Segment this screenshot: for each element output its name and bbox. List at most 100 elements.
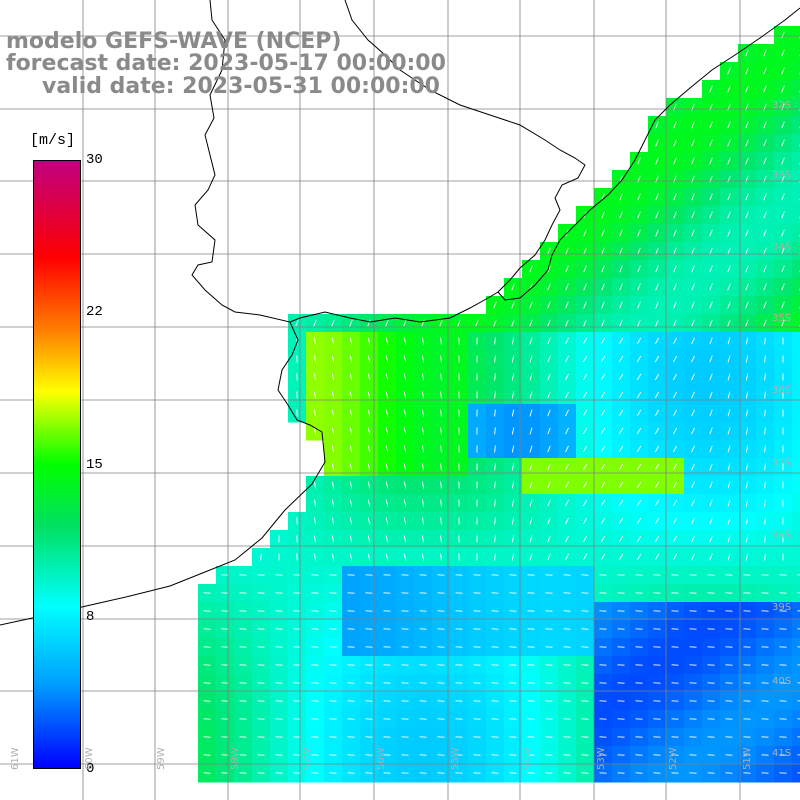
wind-arrow — [385, 337, 389, 345]
wind-cell — [792, 530, 800, 549]
wind-cell — [792, 206, 800, 225]
wind-arrow — [583, 229, 587, 237]
wind-arrow — [709, 283, 713, 291]
wind-arrow — [511, 409, 515, 417]
lat-label: 34S — [772, 242, 792, 253]
wind-arrow — [655, 139, 659, 147]
wind-arrow — [672, 553, 678, 561]
lon-label: 53W — [596, 747, 607, 770]
wind-arrow — [260, 553, 262, 561]
wind-arrow — [367, 373, 371, 381]
wind-arrow — [440, 445, 442, 453]
wind-arrow — [709, 265, 713, 273]
wind-arrow — [673, 157, 677, 165]
wind-arrow — [709, 463, 713, 471]
wind-arrow — [493, 301, 497, 309]
wind-arrow — [331, 499, 335, 507]
wind-arrow — [618, 499, 624, 507]
wind-arrow — [494, 553, 496, 561]
wind-cell — [792, 260, 800, 279]
wind-arrow — [403, 319, 407, 327]
wind-arrow — [511, 481, 515, 489]
wind-arrow — [673, 283, 677, 291]
wind-arrow — [727, 193, 731, 201]
wind-arrow — [637, 157, 641, 165]
wind-arrow — [727, 229, 731, 237]
wind-arrow — [385, 427, 389, 435]
wind-arrow — [763, 319, 767, 327]
wind-arrow — [421, 535, 425, 543]
wind-arrow — [349, 373, 353, 381]
wind-arrow — [314, 409, 316, 417]
wind-arrow — [727, 211, 731, 219]
wind-arrow — [331, 427, 335, 435]
wind-arrow — [403, 427, 407, 435]
lat-label: 41S — [772, 748, 792, 759]
wind-arrow — [655, 229, 659, 237]
wind-arrow — [385, 535, 389, 543]
wind-arrow — [583, 247, 587, 255]
wind-arrow — [691, 355, 695, 363]
wind-arrow — [582, 355, 588, 363]
wind-arrow — [511, 355, 515, 363]
wind-arrow — [349, 481, 353, 489]
wind-arrow — [654, 355, 660, 363]
wind-arrow — [727, 337, 731, 345]
wind-arrow — [440, 373, 442, 381]
wind-arrow — [691, 193, 695, 201]
wind-arrow — [619, 229, 623, 237]
title-model: modelo GEFS-WAVE (NCEP) — [6, 29, 342, 54]
wind-arrow — [691, 535, 695, 543]
wind-arrow — [691, 517, 695, 525]
wind-arrow — [494, 355, 496, 363]
wind-arrow — [529, 553, 533, 561]
wind-cell — [792, 368, 800, 387]
wind-cell — [792, 98, 800, 117]
wind-arrow — [600, 427, 606, 435]
wind-arrow — [763, 121, 767, 129]
wind-arrow — [654, 517, 660, 525]
wind-arrow — [727, 391, 731, 399]
wind-arrow — [764, 355, 766, 363]
wind-arrow — [691, 211, 695, 219]
wind-arrow — [673, 319, 677, 327]
wind-arrow — [511, 373, 515, 381]
wind-arrow — [745, 337, 749, 345]
wind-arrow — [385, 409, 389, 417]
wind-arrow — [745, 427, 749, 435]
wind-arrow — [727, 535, 731, 543]
wind-arrow — [600, 463, 606, 471]
wind-arrow — [385, 481, 389, 489]
wind-arrow — [331, 373, 335, 381]
wind-arrow — [421, 445, 425, 453]
wind-arrow — [636, 481, 642, 489]
wind-arrow — [440, 463, 442, 471]
wind-arrow — [565, 553, 569, 561]
wind-arrow — [547, 355, 551, 363]
wind-arrow — [691, 373, 695, 381]
wind-arrow — [727, 409, 731, 417]
wind-arrow — [618, 409, 624, 417]
wind-arrow — [440, 391, 442, 399]
wind-arrow — [511, 463, 515, 471]
wind-arrow — [709, 517, 713, 525]
colorbar-tick-22: 22 — [86, 304, 103, 320]
wind-arrow — [331, 445, 335, 453]
wind-arrow — [511, 319, 515, 327]
wind-arrow — [385, 499, 389, 507]
wind-arrow — [619, 265, 623, 273]
wind-arrow — [745, 247, 749, 255]
wind-arrow — [349, 409, 353, 417]
wind-arrow — [349, 517, 353, 525]
wind-arrow — [547, 319, 551, 327]
wind-arrow — [601, 265, 605, 273]
wind-arrow — [763, 67, 767, 75]
wind-arrow — [547, 553, 551, 561]
wind-arrow — [764, 463, 766, 471]
wind-arrow — [763, 229, 767, 237]
wind-arrow — [654, 391, 660, 399]
wind-arrow — [673, 229, 677, 237]
lon-label: 55W — [450, 747, 461, 770]
wind-arrow — [618, 391, 624, 399]
